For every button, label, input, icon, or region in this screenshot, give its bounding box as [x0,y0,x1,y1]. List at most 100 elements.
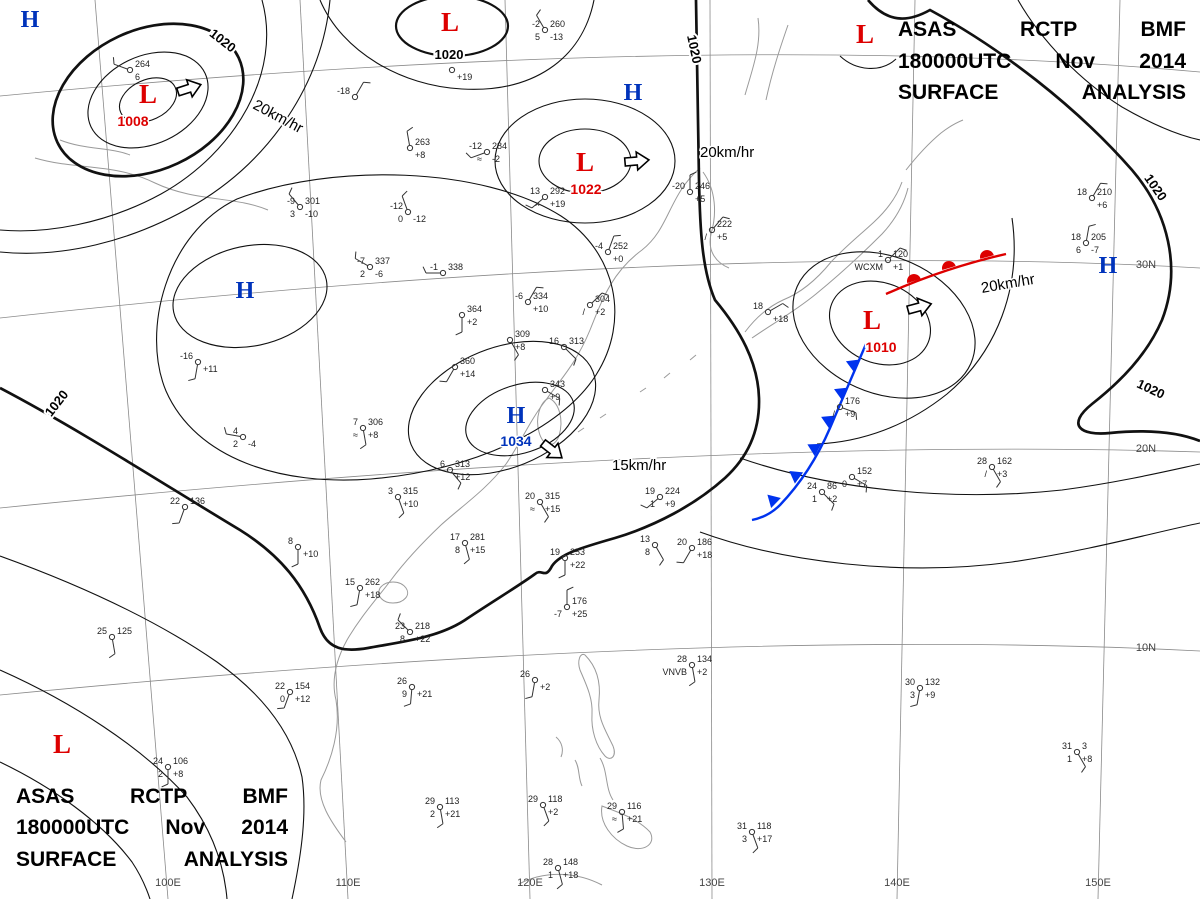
station-plot: 31 31 +8 [1062,741,1092,773]
station-value: 2 [158,769,163,779]
wind-barb-tick [536,286,544,289]
pressure-value: 1008 [117,113,148,129]
wind-barb-tick [855,412,858,420]
wind-barb [355,258,368,267]
station-value: 313 [569,336,584,346]
station-plot: 16 313 [549,336,584,366]
station-value: 253 [570,547,585,557]
station-value: 176 [845,396,860,406]
wind-barb-tick [566,586,574,591]
wind-barb [823,493,835,505]
wind-barb-tick [1081,766,1086,773]
wind-barb-tick [363,81,371,84]
wind-barb-tick [722,216,730,220]
station-value: +22 [415,634,430,644]
station-value: ≈ [612,814,617,824]
station-circle [506,336,514,344]
wind-barb [528,287,537,300]
station-value: / [582,307,585,317]
wind-barb-tick [782,303,789,308]
station-circle [181,503,189,511]
station-value: 334 [533,291,548,301]
wind-barb-tick [401,190,408,197]
station-plot: 263+8 [406,126,430,160]
station-value: 125 [117,626,132,636]
station-value: ≈ [530,504,535,514]
station-value: 20 [677,537,687,547]
wind-barb [992,469,1001,482]
wind-barb [406,131,411,146]
station-value: / [984,469,987,479]
isobar-label: 1020 [42,387,72,419]
station-plot: 6 313 +12 [440,459,470,490]
wind-barb-tick [899,247,907,251]
station-value: 118 [548,794,562,804]
station-value: 176 [572,596,587,606]
station-value: 22 [170,496,180,506]
station-plot: -12 0 -12 [390,190,426,224]
station-circle [688,661,696,669]
station-circle [108,633,116,641]
station-plot: 343+9 [541,379,565,406]
wind-barb [439,809,444,824]
station-plot: 20 315 ≈ +15 [525,491,560,523]
station-plot: 176 -7 +25 [554,586,587,619]
station-circle [708,226,716,234]
station-value: / [832,409,835,419]
station-plot: 20 186 +18 [676,537,712,564]
wind-barb [691,667,696,682]
station-value: +9 [845,409,855,419]
station-plot: 138 [640,534,664,566]
station-plot: -1 338 [422,262,463,277]
pressure-center-low: L [441,7,459,37]
station-plot: 29 118 +2 [528,794,562,827]
wind-barb [410,689,413,704]
station-value: +21 [627,814,642,824]
wind-barb [356,590,361,605]
station-value: 284 [492,141,507,151]
pressure-value: 1010 [865,339,896,355]
station-value: +2 [697,667,707,677]
station-plot: -12 284 ≈ -2 [465,141,507,164]
station-value: 260 [550,19,565,29]
station-value: 154 [295,681,310,691]
station-value: 0 [842,479,847,489]
station-value: 205 [1091,232,1106,242]
station-circle [1073,748,1081,756]
station-value: +8 [415,150,425,160]
station-value: 9 [402,689,407,699]
station-value: 306 [368,417,383,427]
station-value: 113 [445,796,459,806]
station-circle [296,203,304,211]
wind-barb [565,348,577,360]
title-line-3: SURFACE ANALYSIS [898,81,1186,104]
station-value: +8 [515,342,525,352]
station-plot: 19 224 1 +9 [640,486,680,509]
title-block-bottom-left: ASAS RCTP BMF 180000UTC Nov 2014 SURFACE… [16,781,288,876]
wind-barb-tick [573,358,577,366]
wind-barb [111,639,116,654]
wind-barb [446,369,455,382]
station-value: -20 [672,181,685,191]
wind-barb [510,342,519,355]
station-value: +10 [533,304,548,314]
wind-barb [178,509,185,524]
station-value: 315 [545,491,560,501]
station-value: -6 [515,291,523,301]
station-value: 5 [535,32,540,42]
station-value: ≈ [353,430,358,440]
station-value: -9 [287,196,295,206]
station-circle [541,26,549,34]
wind-barb-tick [108,653,116,659]
wind-barb [536,15,545,28]
station-plot: 29 113 2 +21 [425,796,460,829]
pressure-center-low: L [53,729,71,759]
station-plot: 15 262 +18 [345,577,380,608]
station-plot: 309+8 [506,329,530,361]
station-plot: 30 132 3 +9 [905,677,940,708]
wind-barb-tick [996,481,1001,488]
station-circle [536,498,544,506]
wind-barb-tick [688,681,696,687]
